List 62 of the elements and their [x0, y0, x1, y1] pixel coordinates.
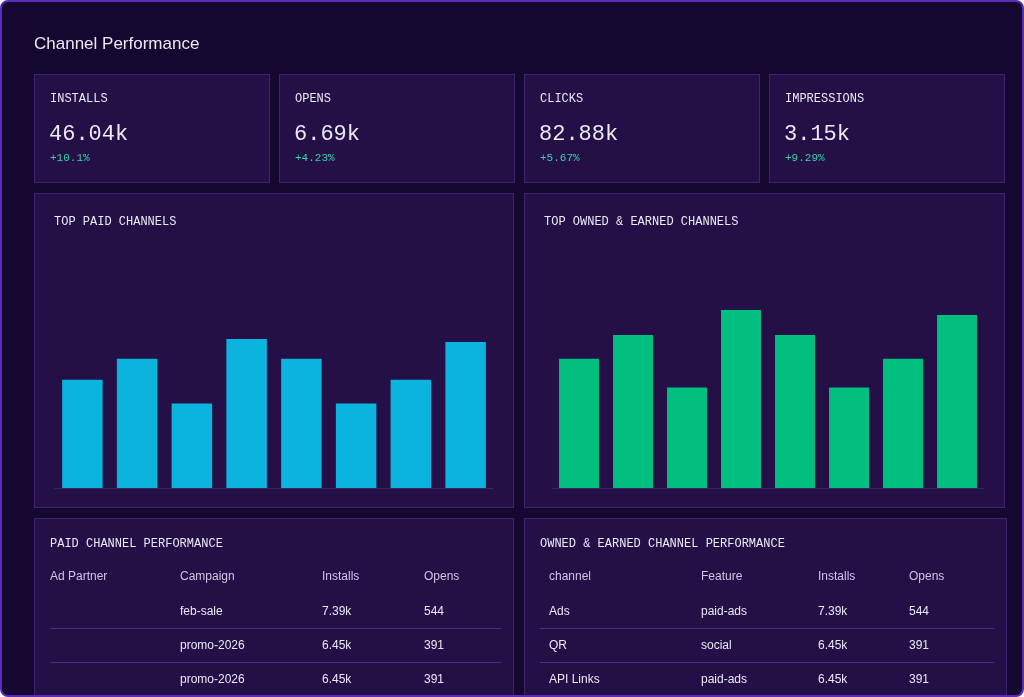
text: promo-2026: [180, 638, 245, 652]
category-label: Opens: [909, 569, 945, 583]
text: 7.39k: [322, 604, 352, 618]
text: paid-ads: [701, 672, 748, 686]
category-label: Feature: [701, 569, 743, 583]
text: 6.45k: [322, 638, 352, 652]
bar: [667, 387, 707, 488]
bar: [775, 334, 815, 488]
bar: [116, 358, 158, 488]
text: 82.88k: [539, 122, 619, 147]
bar: [613, 334, 653, 488]
bar: [721, 310, 761, 488]
bar: [226, 339, 267, 488]
category-label: Installs: [322, 569, 360, 583]
text: feb-sale: [180, 604, 223, 618]
bar: [829, 387, 869, 488]
category-label: IMPRESSIONS: [785, 92, 865, 106]
bar: [171, 403, 213, 488]
category-label: CLICKS: [540, 92, 584, 106]
text: 544: [909, 604, 930, 618]
bar: [390, 379, 432, 488]
bar: [281, 358, 322, 488]
bar: [335, 403, 377, 488]
text: 3.15k: [784, 122, 851, 147]
category-label: INSTALLS: [50, 92, 108, 106]
text: 6.45k: [322, 672, 352, 686]
text: API Links: [549, 672, 600, 686]
bar: [937, 314, 977, 488]
text: 391: [424, 672, 445, 686]
text: 6.69k: [294, 122, 361, 147]
bar: [883, 358, 923, 488]
text: +4.23%: [295, 152, 335, 164]
text: 544: [424, 604, 445, 618]
category-label: Ad Partner: [50, 569, 108, 583]
text: +9.29%: [785, 152, 825, 164]
bar: [445, 341, 486, 488]
text: Channel Performance: [34, 34, 200, 54]
text: promo-2026: [180, 672, 245, 686]
text: +5.67%: [540, 152, 580, 164]
text: OWNED & EARNED CHANNEL PERFORMANCE: [540, 537, 785, 551]
text: social: [701, 638, 732, 652]
text: paid-ads: [701, 604, 748, 618]
text: PAID CHANNEL PERFORMANCE: [50, 537, 223, 551]
text: 46.04k: [49, 122, 129, 147]
category-label: OPENS: [295, 92, 332, 106]
category-label: Campaign: [180, 569, 235, 583]
category-label: Installs: [818, 569, 856, 583]
text: Ads: [549, 604, 570, 618]
chart-title: TOP PAID CHANNELS: [54, 215, 177, 229]
category-label: Opens: [424, 569, 460, 583]
text: 7.39k: [818, 604, 848, 618]
text: +10.1%: [50, 152, 90, 164]
text: QR: [549, 638, 567, 652]
text: 391: [909, 638, 930, 652]
text: 6.45k: [818, 638, 848, 652]
text: 391: [909, 672, 930, 686]
text: 391: [424, 638, 445, 652]
category-label: channel: [549, 569, 592, 583]
chart-title: TOP OWNED & EARNED CHANNELS: [544, 215, 739, 229]
bar: [559, 358, 599, 488]
text: 6.45k: [818, 672, 848, 686]
bar: [62, 379, 103, 488]
